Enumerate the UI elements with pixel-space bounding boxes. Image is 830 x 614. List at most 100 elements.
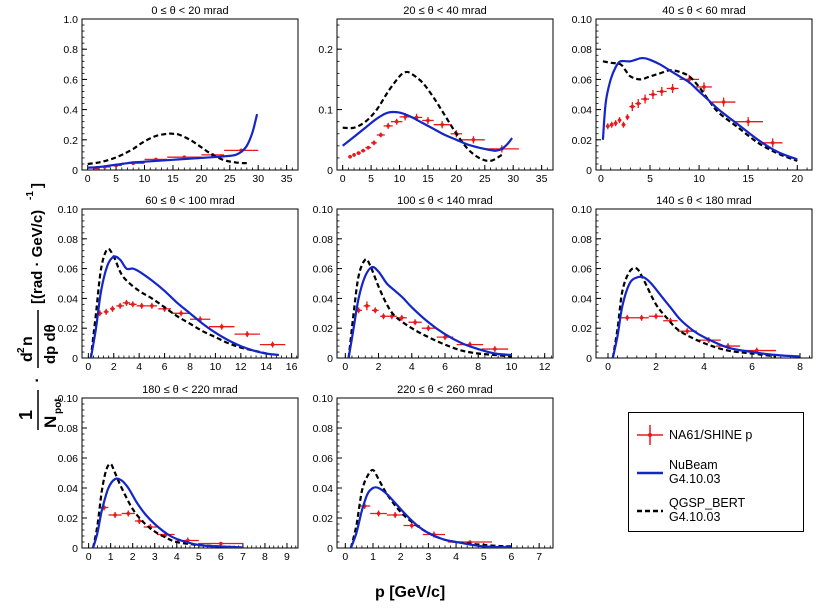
data-marker [639, 315, 644, 320]
data-marker [372, 141, 376, 145]
qgsp-curve [87, 132, 247, 166]
data-marker [386, 124, 390, 128]
data-point [103, 308, 109, 315]
data-marker [378, 133, 383, 137]
data-point [620, 314, 635, 321]
data-marker [426, 326, 431, 331]
data-point [172, 310, 190, 317]
y-tick-label: 0 [586, 353, 592, 365]
data-point [641, 94, 650, 104]
data-marker [440, 122, 444, 127]
y-tick-label: 0.04 [58, 293, 79, 305]
ylabel-dot: · [29, 377, 46, 382]
data-marker [625, 315, 629, 320]
ylabel-sup2: 2 [16, 347, 27, 353]
x-tick-label: 1 [108, 551, 114, 563]
y-tick-label: 0 [72, 543, 78, 555]
plot-frame [595, 18, 813, 171]
y-tick-label: 0.06 [58, 264, 79, 276]
data-marker [609, 122, 614, 127]
data-marker [348, 154, 352, 159]
ylabel-unit-sup: -1 [25, 191, 36, 200]
y-tick-label: 0.2 [63, 135, 78, 147]
panel-6: 140 ≤ θ < 180 mrad 0 2 4 6 8 0 0.02 0.04 0.06 0.08… [572, 195, 813, 373]
data-marker [654, 314, 658, 319]
data-marker [403, 115, 408, 119]
data-point [365, 145, 372, 150]
data-marker [104, 310, 108, 314]
data-point [625, 114, 630, 121]
x-tick-label: 5 [113, 173, 119, 185]
data-marker [126, 511, 131, 516]
ylabel-unit-close: ] [29, 183, 46, 188]
panel-8: 220 ≤ θ < 260 mrad 0 1 2 3 4 5 6 7 0 0.02 0.04 0.06 0… [313, 384, 554, 563]
x-tick-label: 5 [647, 173, 653, 185]
data-point [136, 302, 147, 309]
y-tick-label: 0.08 [572, 234, 593, 246]
ylabel-npot-sub: pot [53, 398, 64, 414]
data-point [386, 512, 404, 518]
data-marker [113, 513, 117, 517]
x-tick-label: 12 [539, 361, 551, 373]
x-tick-label: 8 [262, 551, 268, 563]
y-tick-label: 0.2 [318, 44, 333, 56]
x-tick-label: 0 [340, 173, 346, 185]
x-tick-label: 6 [749, 361, 755, 373]
x-tick-label: 0 [85, 173, 91, 185]
data-point [696, 82, 712, 92]
x-tick-label: 2 [398, 551, 404, 563]
data-marker [746, 119, 750, 124]
data-marker [219, 541, 223, 546]
y-tick-label: 0.04 [313, 483, 334, 495]
data-point [481, 346, 509, 353]
y-tick-label: 0.6 [63, 74, 78, 86]
y-tick-label: 0.10 [313, 204, 334, 216]
data-marker [394, 119, 399, 124]
nubeam-curve [349, 486, 512, 548]
x-tick-label: 6 [442, 361, 448, 373]
data-point [609, 121, 614, 128]
x-tick-label: 10 [693, 173, 705, 185]
x-tick-label: 12 [235, 361, 247, 373]
data-point [363, 301, 371, 311]
panel-1: 0 ≤ θ < 20 mrad 0 5 10 15 20 25 30 35 0 0.2 0.4 0.6 0… [63, 5, 299, 185]
data-marker [356, 151, 361, 155]
panel-title: 140 ≤ θ < 180 mrad [656, 195, 752, 207]
x-tick-label: 8 [187, 361, 193, 373]
data-point [733, 117, 763, 127]
y-tick-label: 0.04 [572, 105, 593, 117]
legend-label-nubeam: NuBeam G4.10.03 [669, 458, 721, 486]
x-tick-label: 4 [453, 551, 459, 563]
ylabel-dpdtheta: dp dθ [42, 324, 59, 364]
x-tick-label: 0 [598, 173, 604, 185]
y-tick-label: 0.8 [63, 44, 78, 56]
y-tick-label: 0.08 [58, 234, 79, 246]
plot-frame [81, 18, 299, 171]
x-tick-label: 25 [479, 173, 491, 185]
x-tick-label: 6 [509, 551, 515, 563]
data-point [433, 121, 451, 129]
qgsp-curve [349, 468, 512, 548]
x-tick-label: 20 [791, 173, 803, 185]
nubeam-curve [347, 265, 512, 358]
data-marker [361, 148, 365, 153]
x-tick-label: 7 [240, 551, 246, 563]
data-point [634, 314, 649, 321]
data-point [656, 86, 667, 97]
panel-title: 100 ≤ θ < 140 mrad [397, 195, 493, 207]
nubeam-curve [89, 255, 280, 358]
nubeam-curve [87, 113, 259, 169]
x-tick-label: 10 [210, 361, 222, 373]
data-marker [400, 315, 404, 320]
nubeam-curve [611, 275, 801, 358]
data-marker [605, 124, 610, 129]
x-tick-label: 8 [475, 361, 481, 373]
y-tick-label: 0.02 [572, 323, 593, 335]
data-point [371, 140, 377, 146]
data-point [648, 313, 664, 320]
x-tick-label: 4 [174, 551, 180, 563]
y-tick-label: 0.02 [313, 323, 334, 335]
y-tick-label: 0.10 [58, 204, 79, 216]
data-point [649, 89, 657, 100]
